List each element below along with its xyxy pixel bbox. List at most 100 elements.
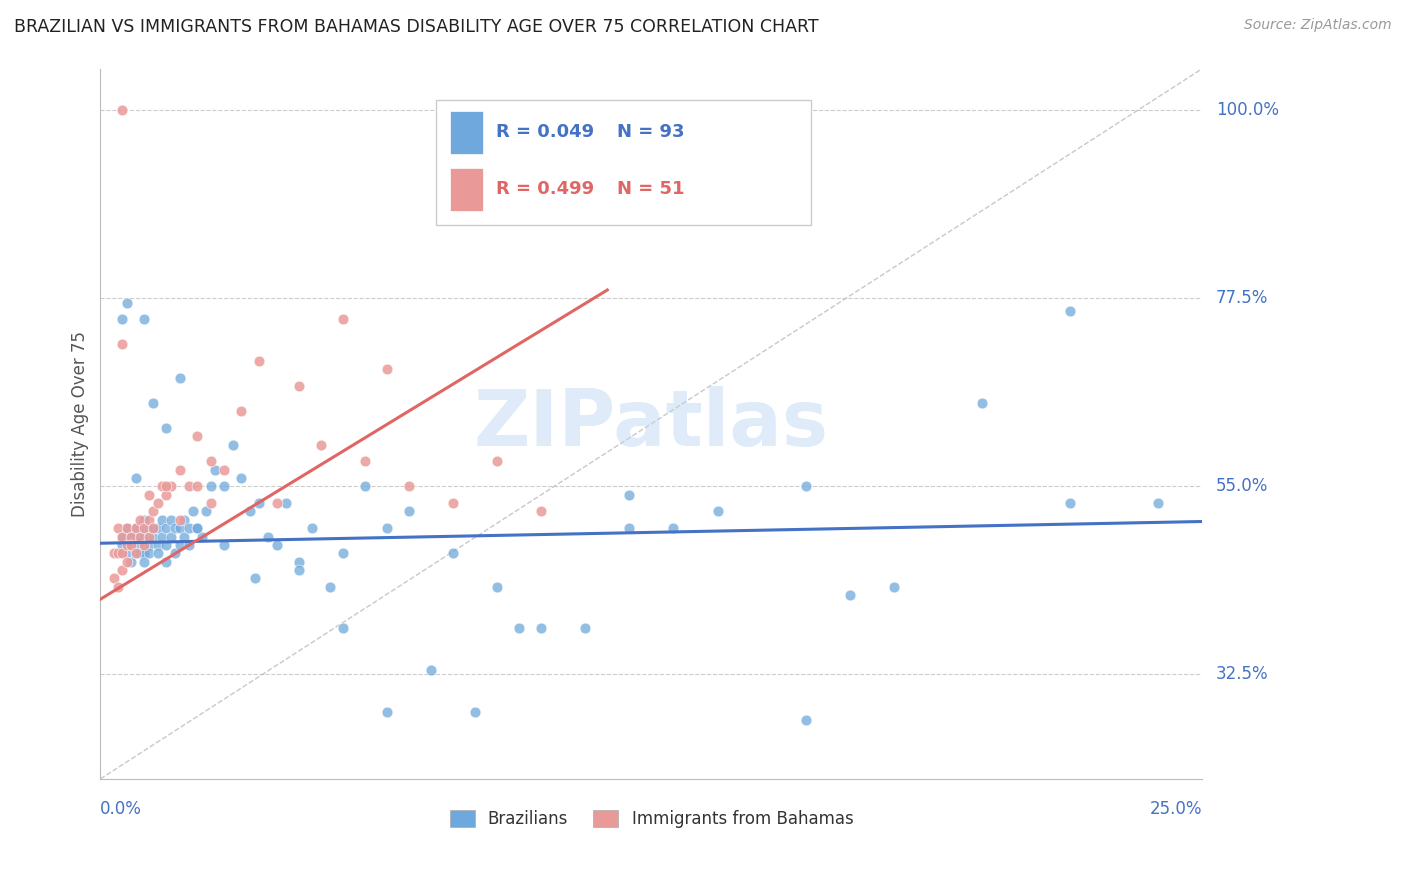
Point [115, 546, 138, 560]
Point [146, 546, 169, 560]
Point [181, 504, 204, 518]
Point [138, 513, 160, 527]
Point [155, 488, 177, 502]
Point [150, 479, 173, 493]
Point [107, 580, 129, 594]
Point [146, 521, 169, 535]
Point [142, 521, 165, 535]
Point [146, 496, 169, 510]
Point [287, 379, 309, 393]
Point [221, 437, 243, 451]
Point [107, 546, 129, 560]
FancyBboxPatch shape [450, 168, 482, 211]
Point [142, 396, 165, 410]
Text: N = 93: N = 93 [617, 123, 685, 142]
Point [103, 546, 125, 560]
Point [134, 530, 156, 544]
Point [155, 521, 177, 535]
Point [138, 530, 160, 544]
Point [150, 530, 173, 544]
Point [115, 521, 138, 535]
Point [169, 513, 191, 527]
Point [619, 488, 641, 502]
Point [574, 622, 596, 636]
Point [464, 705, 486, 719]
Text: R = 0.049: R = 0.049 [496, 123, 595, 142]
Point [247, 496, 270, 510]
Point [142, 521, 165, 535]
Point [204, 463, 226, 477]
Point [200, 454, 222, 468]
Point [486, 454, 509, 468]
Point [142, 530, 165, 544]
Point [190, 530, 212, 544]
Text: 32.5%: 32.5% [1216, 665, 1268, 683]
Point [257, 530, 280, 544]
Point [120, 538, 142, 552]
Point [115, 538, 138, 552]
Point [177, 538, 200, 552]
Point [332, 546, 354, 560]
Text: 25.0%: 25.0% [1150, 800, 1202, 818]
Point [173, 513, 195, 527]
Point [420, 663, 443, 677]
Point [134, 312, 156, 326]
Point [177, 479, 200, 493]
Point [195, 504, 218, 518]
Point [129, 546, 152, 560]
Point [200, 496, 222, 510]
Point [794, 479, 817, 493]
Point [530, 622, 553, 636]
Point [134, 521, 156, 535]
Point [266, 538, 288, 552]
Point [287, 555, 309, 569]
Point [155, 479, 177, 493]
Point [134, 546, 156, 560]
Y-axis label: Disability Age Over 75: Disability Age Over 75 [72, 331, 89, 516]
Point [124, 471, 146, 485]
Point [107, 521, 129, 535]
Text: 55.0%: 55.0% [1216, 477, 1268, 495]
Point [142, 504, 165, 518]
Text: 100.0%: 100.0% [1216, 102, 1278, 120]
Point [138, 546, 160, 560]
Point [111, 337, 134, 351]
Point [318, 580, 340, 594]
Point [177, 521, 200, 535]
Point [115, 521, 138, 535]
Point [111, 563, 134, 577]
Point [353, 454, 375, 468]
Point [266, 496, 288, 510]
Point [120, 538, 142, 552]
Point [160, 530, 183, 544]
Point [287, 563, 309, 577]
Point [129, 513, 152, 527]
Point [120, 530, 142, 544]
Point [169, 521, 191, 535]
Point [129, 521, 152, 535]
Text: N = 51: N = 51 [617, 180, 685, 198]
Point [274, 496, 297, 510]
Point [150, 513, 173, 527]
Text: ZIPatlas: ZIPatlas [474, 385, 830, 462]
Point [138, 488, 160, 502]
Point [134, 555, 156, 569]
Point [1147, 496, 1170, 510]
Point [375, 521, 398, 535]
Point [332, 312, 354, 326]
Point [662, 521, 685, 535]
Point [111, 530, 134, 544]
Point [134, 538, 156, 552]
Point [441, 546, 464, 560]
Point [155, 538, 177, 552]
Point [243, 571, 266, 585]
Point [129, 538, 152, 552]
Point [212, 463, 235, 477]
Point [124, 521, 146, 535]
Point [441, 496, 464, 510]
Point [838, 588, 860, 602]
Point [129, 530, 152, 544]
Point [169, 538, 191, 552]
FancyBboxPatch shape [436, 101, 811, 225]
Point [398, 479, 420, 493]
